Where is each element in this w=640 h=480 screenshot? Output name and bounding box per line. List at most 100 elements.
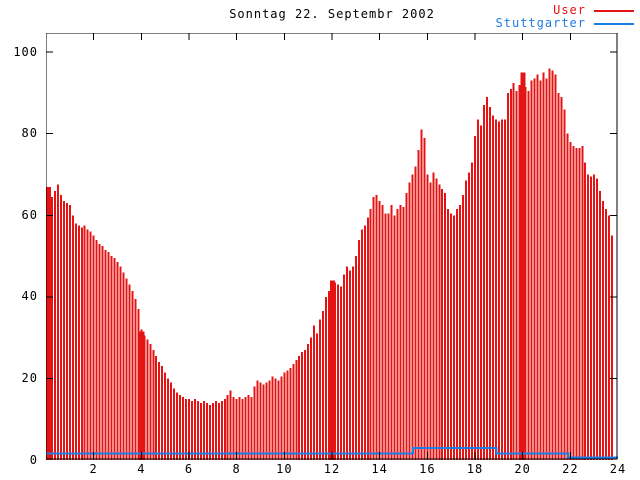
bar — [381, 205, 384, 460]
bar — [325, 296, 328, 460]
bar — [193, 398, 196, 460]
bar — [125, 278, 128, 460]
x-axis-tick-label: 12 — [323, 462, 341, 476]
legend-line-stuttgarter-icon — [594, 22, 634, 25]
bar — [161, 366, 164, 460]
bar — [89, 231, 92, 460]
bar — [575, 148, 578, 460]
bar — [307, 343, 310, 460]
x-axis-tick-label: 22 — [562, 462, 579, 476]
bar — [304, 349, 307, 460]
bar — [80, 227, 83, 460]
bar — [503, 119, 506, 460]
axis-ticks — [46, 33, 618, 460]
bar — [390, 205, 393, 460]
bar — [316, 333, 319, 460]
bar — [497, 121, 500, 460]
legend-entry-stuttgarter: Stuttgarter — [496, 17, 634, 30]
bar — [208, 404, 211, 460]
bar — [608, 215, 611, 460]
bar — [545, 78, 548, 460]
y-axis-tick-label: 80 — [21, 126, 38, 141]
y-axis-tick-label: 20 — [21, 370, 38, 385]
bar — [211, 402, 214, 460]
bar — [238, 396, 241, 460]
bar — [253, 386, 256, 460]
bar — [476, 119, 479, 460]
bar — [429, 182, 432, 460]
bar — [384, 213, 387, 460]
bar — [369, 209, 372, 460]
bar — [360, 229, 363, 460]
legend-label-stuttgarter: Stuttgarter — [495, 16, 586, 30]
bar — [313, 325, 316, 460]
bar — [247, 394, 250, 460]
bar — [65, 203, 68, 460]
bar — [232, 396, 235, 460]
bar — [512, 82, 515, 460]
bar — [229, 390, 232, 460]
user-dense-clusters — [46, 72, 526, 460]
bar — [71, 215, 74, 460]
bar — [456, 209, 459, 460]
bar — [423, 137, 426, 460]
bar — [137, 309, 140, 460]
bar — [244, 396, 247, 460]
bar — [420, 129, 423, 460]
bar — [205, 402, 208, 460]
bar — [128, 284, 131, 460]
bar — [298, 356, 301, 460]
bar — [357, 239, 360, 460]
bar — [551, 70, 554, 460]
chart-title: Sonntag 22. Septembr 2002 — [229, 7, 435, 21]
bar — [471, 162, 474, 460]
x-axis-tick-label: 10 — [276, 462, 293, 476]
user-bars — [46, 68, 614, 460]
bar — [494, 119, 497, 460]
bar — [113, 258, 116, 460]
bar — [214, 400, 217, 460]
bar — [572, 145, 575, 460]
bar — [432, 172, 435, 460]
bar — [134, 298, 137, 460]
x-axis-tick-label: 4 — [137, 462, 146, 476]
bar — [474, 135, 476, 460]
bar — [515, 90, 518, 460]
bar — [83, 225, 86, 460]
x-axis-tick-label: 24 — [609, 462, 627, 476]
bar — [274, 378, 277, 460]
bar — [167, 378, 170, 460]
bar — [250, 396, 253, 460]
bar — [414, 166, 417, 460]
bar-cluster — [330, 280, 335, 460]
bar — [53, 190, 56, 460]
bar — [447, 209, 450, 460]
bar — [611, 235, 614, 460]
bar — [226, 394, 229, 460]
bar — [56, 184, 59, 460]
bar — [149, 343, 152, 460]
bar — [110, 256, 113, 460]
plot-area — [46, 33, 618, 460]
bar — [322, 311, 325, 460]
bar — [527, 90, 530, 460]
bar — [396, 209, 399, 460]
bar — [593, 174, 596, 460]
bar — [155, 356, 158, 460]
bar — [122, 272, 125, 460]
bar — [131, 290, 134, 460]
bar — [411, 174, 414, 460]
bar — [408, 182, 411, 460]
bar — [265, 382, 268, 460]
bar-cluster — [520, 72, 526, 460]
x-axis-tick-label: 16 — [419, 462, 436, 476]
bar — [426, 174, 429, 460]
bar — [372, 196, 375, 460]
bar — [554, 74, 557, 460]
bar — [482, 105, 485, 460]
bar — [235, 398, 238, 460]
stuttgarter-step-line — [46, 447, 618, 459]
bar — [444, 192, 447, 460]
bar — [351, 266, 354, 460]
